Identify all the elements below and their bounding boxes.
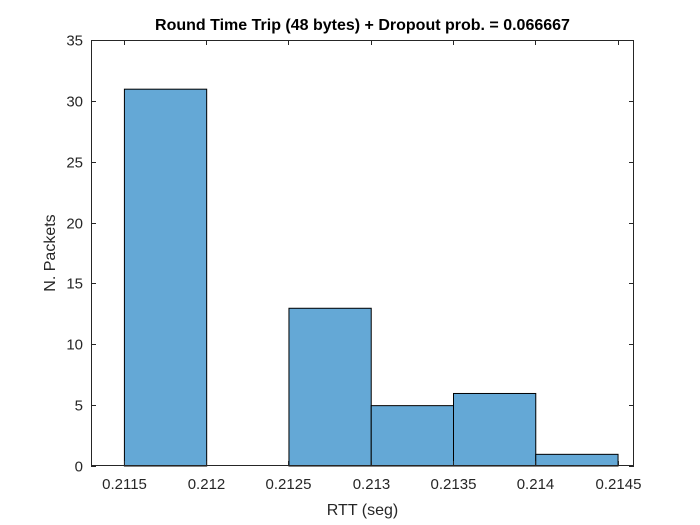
y-tick-label: 35: [66, 33, 83, 50]
y-axis-label: N. Packets: [42, 214, 59, 291]
chart-title: Round Time Trip (48 bytes) + Dropout pro…: [155, 17, 570, 34]
histogram-bar: [288, 307, 372, 467]
y-tick-label: 30: [66, 94, 83, 111]
histogram-bar: [453, 392, 537, 467]
y-tick-label: 5: [75, 398, 83, 415]
plot-frame: [91, 40, 634, 466]
x-tick-label: 0.214: [517, 476, 555, 493]
histogram-bar: [370, 405, 454, 467]
histogram-bars: [123, 88, 619, 467]
x-tick-label: 0.2115: [102, 476, 147, 493]
y-tick-label: 25: [66, 155, 83, 172]
y-tick-label: 15: [66, 276, 83, 293]
x-axis-ticks: 0.2115 0.212 0.2125 0.213 0.2135 0.214 0.2145: [102, 40, 641, 493]
x-axis-label: RTT (seg): [327, 502, 398, 519]
x-tick-label: 0.2145: [596, 476, 642, 493]
histogram-bar: [123, 88, 208, 467]
y-tick-label: 10: [66, 337, 83, 354]
x-tick-label: 0.2135: [431, 476, 477, 493]
x-tick-label: 0.2125: [266, 476, 312, 493]
histogram-bar: [535, 453, 619, 467]
x-tick-label: 0.212: [188, 476, 226, 493]
x-tick-label: 0.213: [353, 476, 391, 493]
y-tick-label: 20: [66, 216, 83, 233]
y-tick-label: 0: [75, 459, 83, 476]
